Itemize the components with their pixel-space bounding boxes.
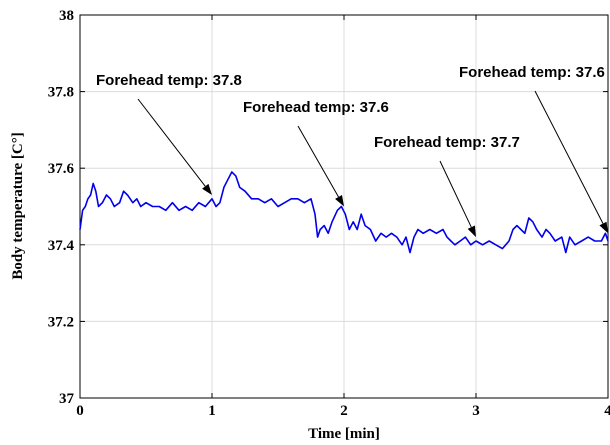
x-tick-label: 2 <box>340 403 348 419</box>
y-tick-label: 37.8 <box>48 85 74 101</box>
annotation-arrowhead <box>599 221 608 234</box>
temperature-series-line <box>79 171 609 254</box>
x-axis-label: Time [min] <box>308 426 380 442</box>
annotation-arrowhead <box>335 194 344 207</box>
x-tick-label: 1 <box>208 403 216 419</box>
y-tick-label: 37 <box>59 391 75 407</box>
annotation-arrow <box>439 160 472 228</box>
grid <box>80 15 608 398</box>
y-axis-label: Body temperature [C°] <box>10 132 26 279</box>
series-layer <box>79 171 609 254</box>
annotation-label: Forehead temp: 37.8 <box>96 72 242 89</box>
annotation-label: Forehead temp: 37.7 <box>374 134 520 151</box>
ticks: 0 1 2 3 4 37 37.2 37.4 37.6 37.8 38 <box>48 8 610 419</box>
annotation-arrow <box>534 90 604 224</box>
annotation-label: Forehead temp: 37.6 <box>459 64 605 81</box>
annotation-arrow <box>297 125 339 198</box>
x-tick-label: 0 <box>76 403 84 419</box>
annotation-label: Forehead temp: 37.6 <box>243 99 389 116</box>
annotation-arrowhead <box>202 183 212 196</box>
y-tick-label: 38 <box>59 8 74 24</box>
y-tick-label: 37.2 <box>48 314 74 330</box>
y-tick-label: 37.4 <box>48 238 75 254</box>
annotation-arrow <box>137 98 206 187</box>
y-tick-label: 37.6 <box>48 161 75 177</box>
annotation-arrowhead <box>467 225 476 238</box>
x-tick-label: 4 <box>604 403 610 419</box>
x-tick-label: 3 <box>472 403 480 419</box>
